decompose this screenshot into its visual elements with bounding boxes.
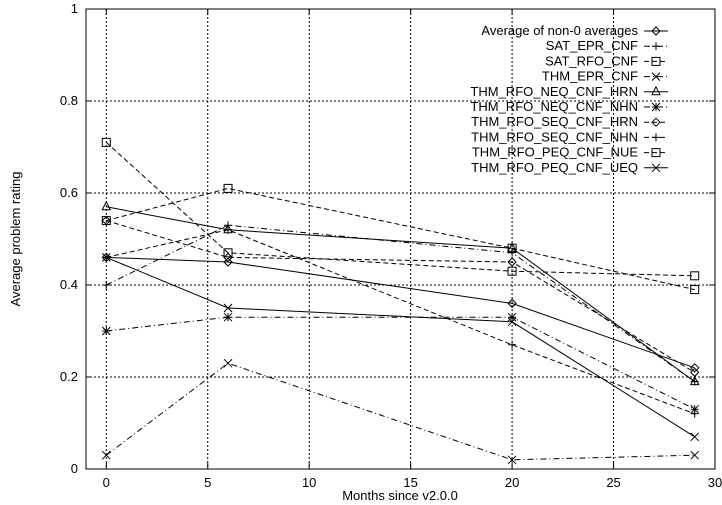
series-line [106,206,695,383]
series-line [106,220,695,373]
series-6 [101,312,700,414]
legend-marker [652,42,660,51]
series-line [106,256,695,438]
data-point [690,271,700,281]
data-point [690,285,700,295]
data-point [223,358,233,368]
plot-frame [85,8,716,470]
legend-label: THM_RFO_NEQ_CNF_NHN [470,99,638,114]
data-point [101,450,111,460]
data-point [223,312,233,322]
series-line [105,142,695,277]
y-tick-label: 1 [71,1,78,16]
series-line [106,187,695,291]
data-point [101,253,111,262]
legend-label: THM_RFO_NEQ_CNF_HRN [470,84,638,99]
data-point [690,450,700,460]
legend-marker [651,163,661,173]
y-tick-label: 0.8 [60,93,78,108]
data-point [223,303,233,313]
series-line [106,256,695,369]
data-point [508,248,517,257]
series-lines [101,137,700,465]
legend-marker [651,72,661,81]
data-point [689,375,700,386]
legend-marker [651,117,661,127]
axis-ticks: 0 5 10 15 20 25 30 0 0.2 0.4 0.6 0.8 1 [60,1,722,490]
x-axis-label: Months since v2.0.0 [342,488,458,503]
y-tick-label: 0 [71,461,78,476]
data-point [690,404,700,414]
y-tick-label: 0.2 [60,369,78,384]
series-9 [101,137,700,281]
series-2 [102,221,699,386]
series-line [106,224,695,383]
data-point [223,183,233,193]
legend-marker [651,85,661,96]
series-3 [101,183,700,295]
x-tick-label: 20 [505,475,519,490]
data-point [690,409,699,418]
legend-marker [651,56,661,66]
data-point [101,215,111,226]
x-tick-label: 15 [403,475,417,490]
series-line [106,316,695,410]
data-point [102,281,111,289]
x-tick-label: 25 [606,475,620,490]
grid-lines [86,9,715,469]
x-tick-label: 10 [302,475,316,490]
data-point [690,432,700,442]
series-7 [101,215,700,378]
data-point [507,257,517,267]
data-point [690,363,700,373]
series-line [105,362,695,461]
series-5 [101,200,700,386]
data-point [508,340,517,349]
data-point [224,225,233,234]
y-axis-label: Average problem rating [8,172,23,307]
series-line [106,229,695,415]
data-point [690,367,700,378]
legend: Average of non-0 averagesSAT_EPR_CNFSAT_… [470,23,668,175]
x-tick-label: 5 [204,475,211,490]
legend-marker [651,102,661,112]
legend-label: SAT_EPR_CNF [546,38,638,53]
series-1 [101,252,700,373]
data-point [223,252,233,263]
data-point [507,266,517,276]
series-10 [101,253,700,442]
legend-marker [652,133,660,142]
y-tick-label: 0.4 [60,277,78,292]
series-4 [101,358,700,465]
data-point [101,326,111,336]
data-point [101,200,112,211]
data-point [223,257,233,267]
x-tick-label: 0 [103,475,110,490]
series-8 [102,225,699,418]
legend-marker [651,148,661,158]
legend-label: THM_RFO_SEQ_CNF_HRN [471,114,638,129]
legend-marker [651,26,661,36]
y-tick-label: 0.6 [60,185,78,200]
legend-label: THM_RFO_PEQ_CNF_NUE [472,145,638,160]
data-point [507,455,517,465]
legend-label: SAT_RFO_CNF [545,53,638,68]
data-point [507,312,517,322]
data-point [507,317,517,327]
x-tick-label: 30 [708,475,722,490]
legend-label: Average of non-0 averages [481,23,638,38]
data-point [101,137,111,147]
data-point [223,248,233,258]
legend-label: THM_RFO_PEQ_CNF_UEQ [471,160,638,175]
legend-label: THM_RFO_SEQ_CNF_NHN [471,129,638,144]
data-point [507,298,517,309]
data-point [507,242,517,252]
legend-label: THM_EPR_CNF [542,69,638,84]
